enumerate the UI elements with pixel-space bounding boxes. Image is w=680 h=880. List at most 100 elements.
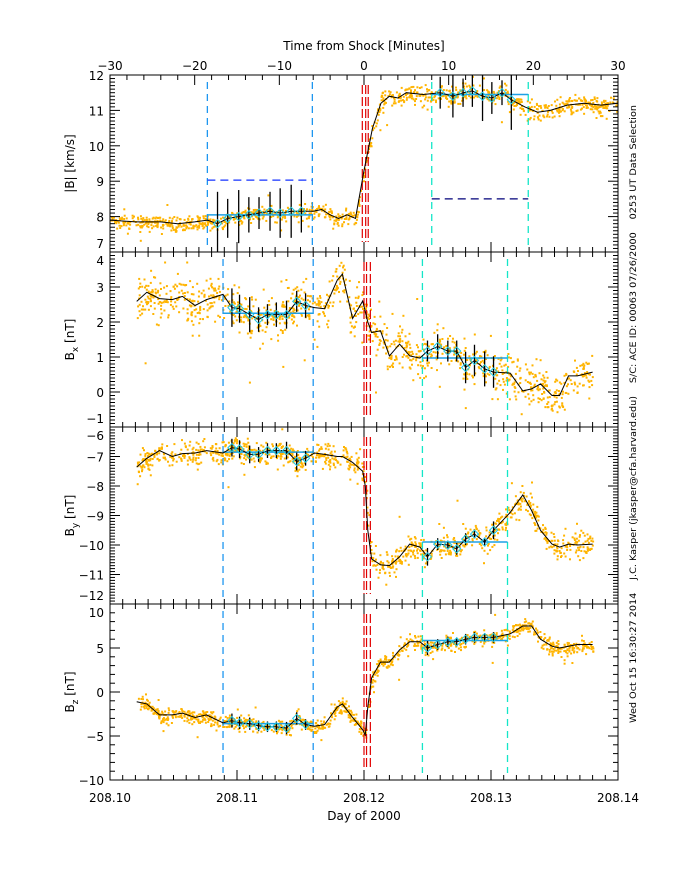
data-point	[362, 176, 365, 179]
data-point	[224, 445, 227, 448]
data-point	[523, 621, 526, 624]
data-point	[259, 457, 262, 460]
data-point	[520, 498, 522, 501]
data-point	[422, 365, 424, 368]
data-point	[234, 221, 237, 224]
y-tick-label: −7	[86, 451, 104, 465]
data-point	[422, 94, 425, 97]
data-point	[281, 729, 284, 732]
data-point	[259, 449, 262, 452]
mean-diamond-marker	[233, 211, 244, 222]
data-point	[416, 556, 419, 559]
data-point	[423, 104, 426, 107]
data-point	[238, 220, 241, 223]
data-point	[604, 99, 607, 102]
data-point	[543, 391, 546, 394]
data-point	[243, 727, 245, 730]
data-point	[563, 408, 566, 411]
data-point	[593, 96, 596, 99]
data-point	[493, 92, 496, 95]
data-point	[201, 716, 204, 719]
data-point	[186, 720, 189, 723]
data-point	[422, 338, 425, 341]
data-point	[582, 542, 585, 545]
data-point	[517, 624, 520, 627]
data-point	[556, 98, 559, 101]
data-point	[481, 547, 484, 550]
data-point	[496, 398, 499, 401]
data-point	[504, 363, 507, 366]
mean-diamond-marker	[265, 206, 275, 216]
data-point	[393, 656, 396, 659]
y-label-subscript: y	[71, 522, 81, 528]
data-point	[498, 96, 501, 99]
data-point	[276, 723, 279, 726]
data-point	[324, 447, 327, 450]
data-point	[288, 444, 291, 447]
data-point	[209, 718, 212, 721]
data-point	[450, 649, 453, 652]
data-point	[147, 467, 150, 470]
data-point	[210, 305, 213, 308]
data-point	[528, 106, 531, 109]
data-point	[452, 538, 455, 541]
data-point	[189, 440, 192, 443]
data-point	[581, 648, 584, 651]
data-point	[146, 704, 149, 707]
data-point	[524, 500, 527, 503]
data-point	[405, 554, 408, 557]
data-point	[183, 298, 186, 301]
data-point	[305, 277, 308, 280]
data-point	[272, 455, 275, 458]
data-point	[263, 306, 266, 309]
data-point	[195, 462, 198, 465]
data-point	[581, 107, 583, 110]
plot-info-text: Wed Oct 15 16:30:27 2014J.C. Kasper (jka…	[629, 105, 639, 723]
data-point	[377, 113, 380, 116]
data-point	[195, 718, 198, 721]
data-point	[123, 214, 126, 217]
data-point	[322, 311, 325, 314]
data-point	[449, 546, 452, 548]
data-point	[377, 110, 380, 113]
data-point	[414, 543, 417, 546]
mean-diamond-marker	[262, 445, 273, 456]
data-point	[542, 374, 545, 377]
data-point	[291, 307, 294, 310]
data-point	[468, 364, 471, 367]
data-point	[460, 649, 462, 652]
data-point	[507, 379, 510, 382]
data-point	[517, 508, 520, 511]
data-point	[144, 298, 147, 301]
data-point	[442, 327, 445, 330]
data-point	[237, 449, 239, 452]
data-point	[573, 99, 576, 102]
data-point	[193, 721, 196, 724]
data-point	[226, 726, 228, 729]
data-point	[356, 482, 359, 485]
data-point	[318, 325, 321, 328]
data-point	[504, 82, 506, 85]
data-point	[546, 376, 549, 379]
data-point	[335, 215, 338, 218]
data-point	[138, 294, 141, 297]
data-point	[115, 222, 118, 225]
data-point	[431, 641, 434, 644]
data-point	[252, 724, 255, 727]
data-point	[152, 712, 155, 715]
data-point	[563, 110, 566, 113]
data-point	[540, 399, 543, 402]
data-point	[326, 445, 329, 448]
data-point	[200, 223, 203, 225]
data-point	[279, 329, 282, 332]
mean-diamond-marker	[281, 445, 292, 456]
data-point	[244, 730, 247, 733]
data-point	[354, 310, 357, 312]
data-point	[143, 278, 146, 281]
data-point	[402, 314, 405, 317]
data-point	[333, 288, 336, 291]
data-point	[219, 716, 222, 719]
data-point	[355, 321, 358, 324]
data-point	[208, 719, 210, 721]
data-point	[551, 116, 554, 119]
